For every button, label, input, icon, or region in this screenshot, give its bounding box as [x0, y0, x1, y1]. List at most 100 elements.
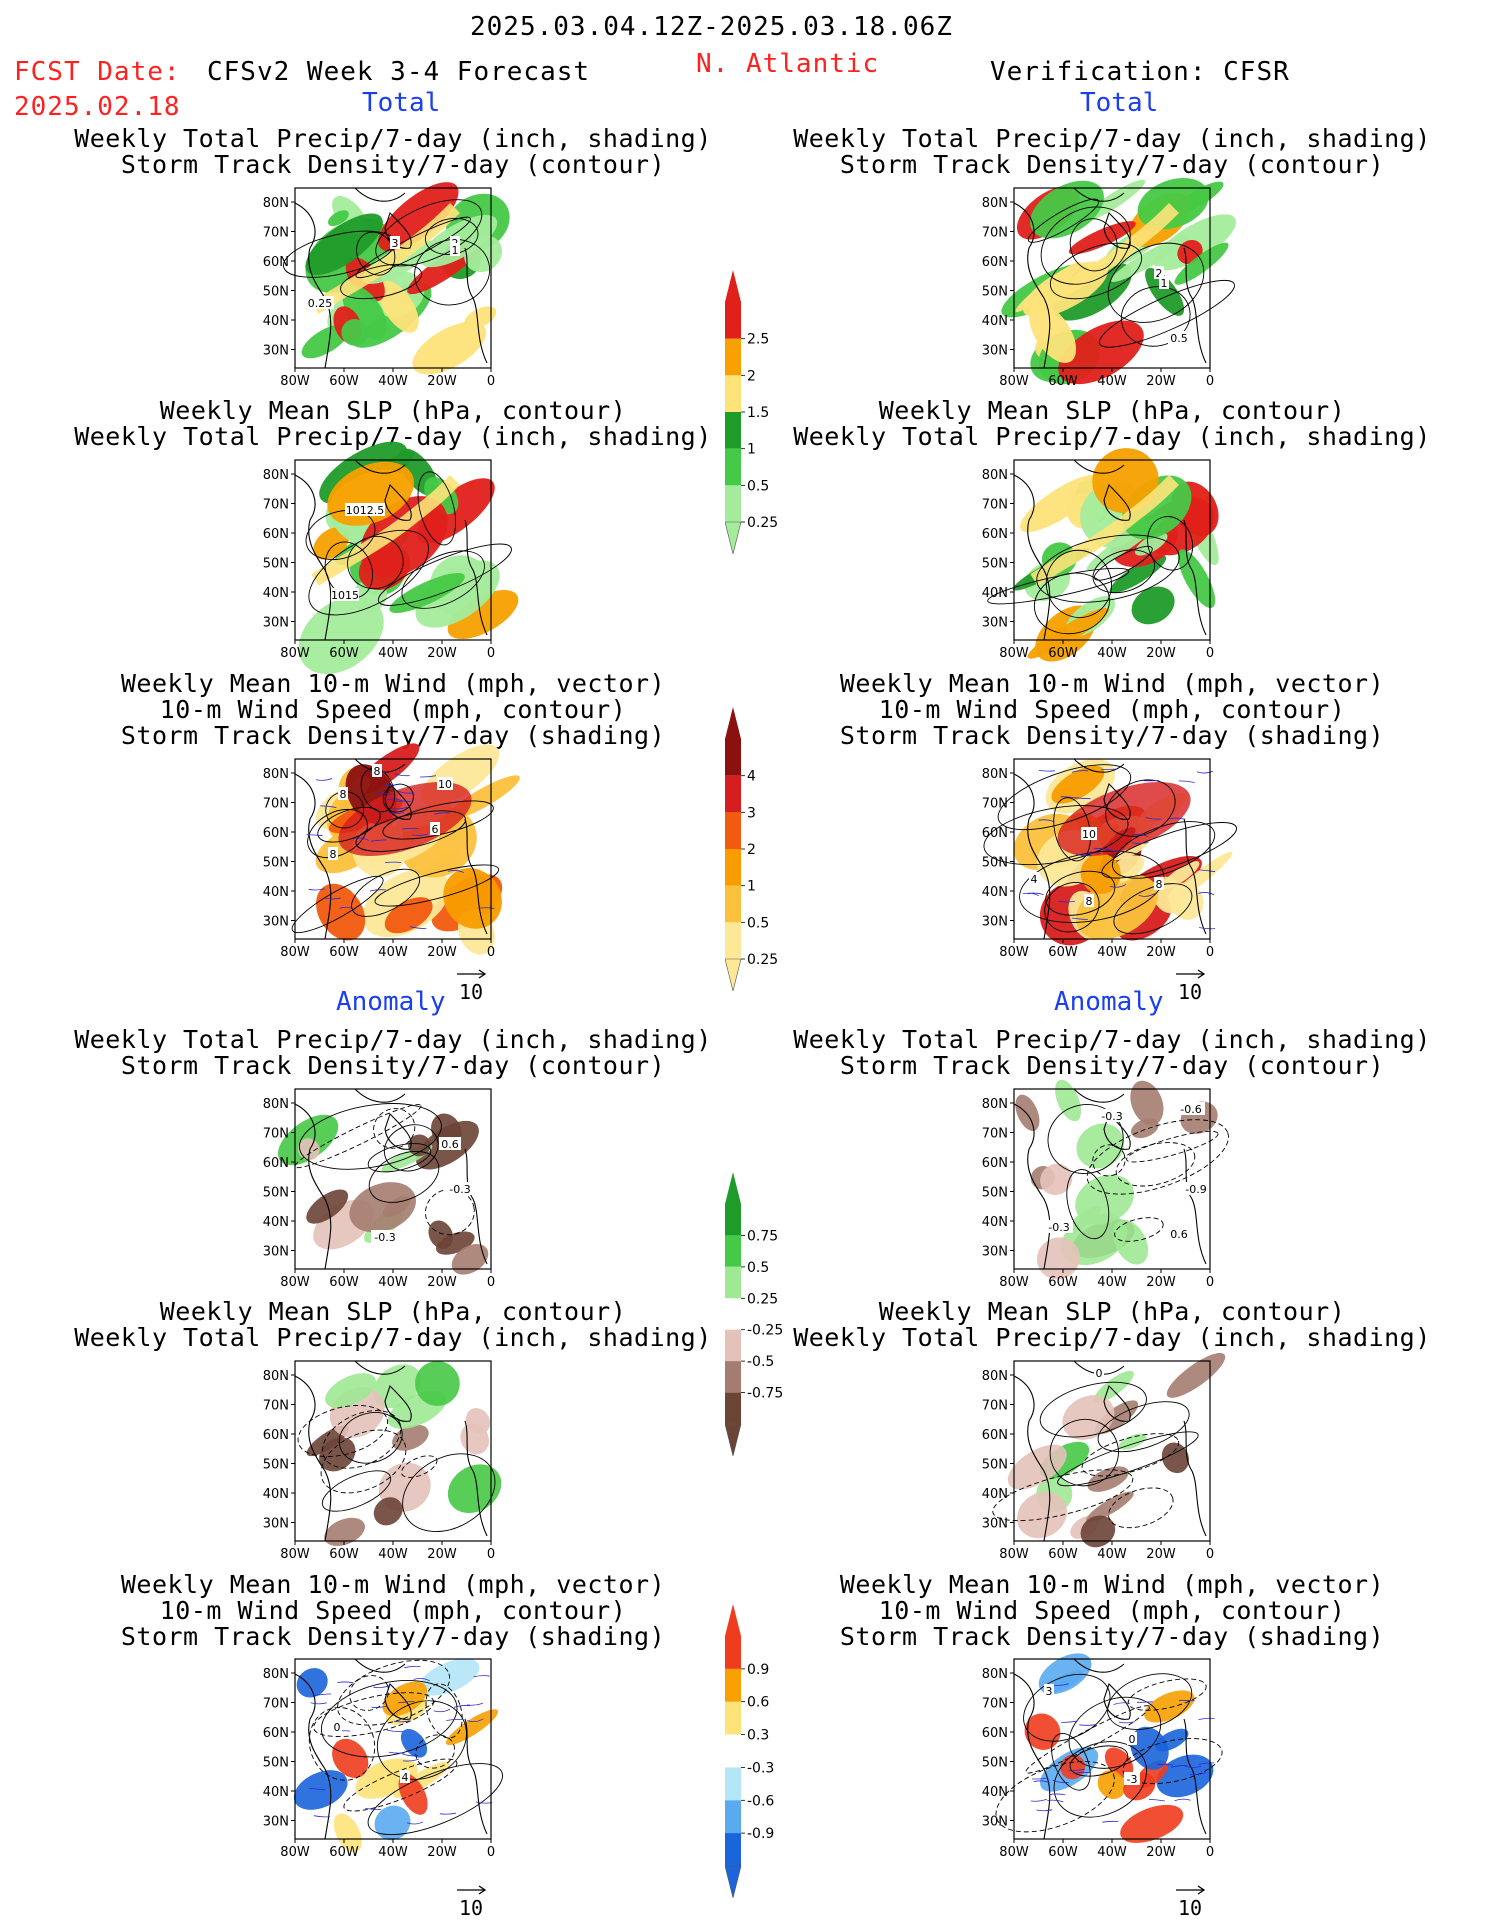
wind-vector [391, 807, 408, 810]
contour-label-bg [328, 847, 338, 860]
map-panel: 0 80N 70N 60N 50N 40N 30N 80W 60W 40W 20W 0 [982, 1352, 1226, 1562]
lat-tick-label: 30N [982, 616, 1008, 631]
map-plot: 0.6 -0.3 -0.3 80N 70N 60N 50N 40N 30N 80W 60W 40W 20… [263, 1088, 495, 1290]
lat-tick-label: 30N [263, 1517, 289, 1532]
shading-cell [447, 589, 519, 640]
map-panel: 0 4 80N 70N 60N 50N 40N 30N 80W 60W 40W 20W 0 [263, 1658, 503, 1860]
wind-vector [371, 1705, 388, 1708]
wind-vector [467, 1718, 484, 1723]
wind-vector [1136, 1701, 1153, 1703]
lat-tick-label: 60N [263, 255, 289, 270]
vector-reference: 10 [1174, 968, 1214, 1006]
shading-cell [447, 1464, 502, 1514]
colorbar-swatch [725, 302, 741, 339]
shading-cell [408, 1134, 431, 1157]
lat-tick-label: 70N [263, 797, 289, 812]
colorbar-label: -0.25 [747, 1323, 783, 1339]
colorbar-label: 0.6 [747, 1695, 769, 1711]
colorbar-label: 0.5 [747, 1260, 769, 1276]
shading-cell [1174, 242, 1229, 285]
lat-tick-label: 40N [263, 885, 289, 900]
wind-vector [352, 837, 369, 841]
colorbar-swatch [725, 775, 741, 813]
shading-layer [306, 1361, 502, 1546]
shading-cell [392, 1424, 429, 1451]
lat-tick-label: 30N [982, 344, 1008, 359]
shading-cell [1030, 180, 1104, 239]
wind-vector [1084, 852, 1101, 856]
contour-line [337, 1659, 451, 1726]
shading-cell [378, 280, 419, 333]
colorbar-swatch [725, 1361, 741, 1393]
vector-reference: 10 [455, 968, 495, 1006]
wind-vector [447, 870, 464, 873]
contour-label: 0.5 [1170, 332, 1188, 345]
coastline [294, 459, 488, 641]
lon-tick-label: 80W [999, 1845, 1029, 1860]
wind-vector [1032, 1777, 1049, 1780]
wind-vector [1118, 1721, 1136, 1724]
wind-vector [1052, 1683, 1070, 1686]
contour-label-bg [450, 243, 460, 256]
contour-line [340, 263, 423, 300]
verification-title: Verification: CFSR [990, 57, 1290, 87]
contour-label: 10 [438, 778, 452, 791]
contour-line [298, 1103, 442, 1170]
contour-line [1057, 1431, 1199, 1487]
shading-cell [464, 306, 497, 330]
coastline [294, 1658, 488, 1840]
lat-tick-label: 60N [263, 826, 289, 841]
contour-line [367, 1143, 432, 1173]
lon-tick-label: 60W [1048, 1275, 1078, 1290]
shading-layer [1007, 1352, 1226, 1548]
coastline [294, 1360, 488, 1542]
lat-tick-label: 30N [982, 915, 1008, 930]
lon-tick-label: 0 [487, 1275, 495, 1290]
colorbar-cap [724, 958, 742, 992]
shading-cell [1166, 1352, 1226, 1398]
colorbar-swatch [725, 1701, 741, 1735]
shading-cell [415, 1361, 460, 1406]
shading-cell [1064, 1206, 1101, 1235]
wind-vector [365, 1808, 382, 1810]
contour-label: -3 [1127, 1773, 1138, 1786]
contour-label: 1 [452, 244, 459, 257]
wind-vector [388, 1751, 405, 1754]
wind-vector [434, 812, 451, 815]
lon-tick-label: 60W [329, 945, 359, 960]
shading-cell [378, 182, 459, 252]
colorbar-swatch [725, 1235, 741, 1267]
contour-layer [305, 471, 512, 616]
contour-label: 10 [1082, 828, 1096, 841]
map-plot: -0.3 -0.6 -0.9 -0.3 0.6 80N 70N 60N 50N 40N 30N 80W… [982, 1079, 1229, 1290]
shading-cell [373, 1497, 403, 1526]
contour-line [987, 567, 1130, 605]
region-title: N. Atlantic [696, 49, 880, 79]
contour-label-bg [345, 503, 385, 516]
contour-line [297, 1405, 388, 1457]
wind-vector [1106, 849, 1124, 853]
wind-vector [402, 1753, 419, 1757]
wind-vector [387, 1729, 404, 1733]
lon-tick-label: 60W [1048, 374, 1078, 389]
shading-cell [1016, 1491, 1068, 1539]
colorbar-label: 0.25 [747, 515, 778, 531]
shading-cell [1080, 853, 1121, 895]
map-panel: 80N 70N 60N 50N 40N 30N 80W 60W 40W 20W 0 [982, 448, 1219, 662]
map-panel: 80N 70N 60N 50N 40N 30N 80W 60W 40W 20W 0 [263, 1360, 502, 1562]
wind-vector [1079, 1724, 1096, 1726]
contour-line [291, 875, 384, 934]
map-plot: 8 10 8 6 8 80N 70N 60N 50N 40N 30N 80W 60W 40W 20W 0 [263, 743, 520, 960]
shading-cell [445, 1709, 499, 1746]
lon-tick-label: 80W [280, 646, 310, 661]
contour-line [1044, 882, 1100, 933]
contour-line [355, 810, 466, 852]
contour-line [1086, 1119, 1229, 1195]
wind-vector [339, 906, 356, 911]
colorbar: 0.9 0.6 0.3 -0.3 -0.6 -0.9 [724, 1604, 815, 1902]
wind-vector [370, 839, 387, 842]
shading-cell [1068, 221, 1136, 255]
map-plot: 21 0.5 80N 70N 60N 50N 40N 30N 80W 60W 40W 20W 0 [982, 178, 1236, 389]
contour-label-bg [1182, 1182, 1210, 1195]
